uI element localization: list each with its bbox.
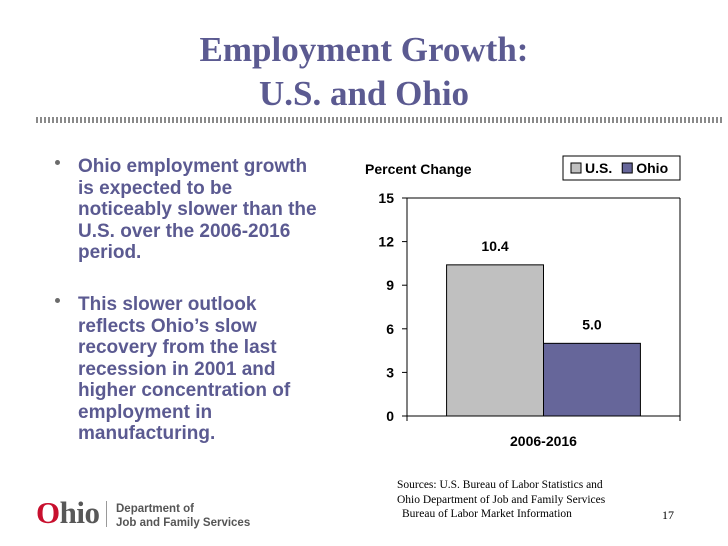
y-tick-label: 6 bbox=[386, 321, 394, 337]
legend-swatch bbox=[621, 162, 633, 174]
chart-legend: U.S. Ohio bbox=[562, 155, 681, 181]
data-label: 5.0 bbox=[582, 316, 602, 332]
bullet-icon bbox=[55, 298, 60, 303]
logo-wordmark-rest: hio bbox=[59, 495, 100, 530]
bullet-icon bbox=[55, 160, 60, 165]
logo-divider bbox=[106, 501, 107, 527]
y-tick-label: 12 bbox=[378, 234, 394, 250]
data-label: 10.4 bbox=[481, 238, 508, 254]
bullet-text-1: Ohio employment growth is expected to be… bbox=[78, 156, 317, 263]
source-line-1: Sources: U.S. Bureau of Labor Statistics… bbox=[397, 479, 603, 491]
legend-box bbox=[562, 155, 681, 181]
y-axis-label: Percent Change bbox=[365, 161, 472, 177]
bar-us bbox=[446, 264, 544, 417]
source-line-2: Ohio Department of Job and Family Servic… bbox=[397, 493, 606, 506]
y-tick-label: 15 bbox=[378, 190, 394, 206]
bar-ohio bbox=[543, 342, 641, 417]
y-tick-label: 0 bbox=[386, 408, 394, 424]
plot-area: 0 3 6 9 12 15 10.4 5.0 2006-2016 bbox=[378, 190, 681, 449]
y-tick-label: 3 bbox=[386, 364, 394, 380]
source-line-3: Bureau of Labor Market Information bbox=[402, 508, 572, 520]
sources-note: Sources: U.S. Bureau of Labor Statistics… bbox=[397, 478, 605, 522]
department-name: Department of Job and Family Services bbox=[116, 502, 250, 530]
department-line-2: Job and Family Services bbox=[116, 517, 251, 529]
ohio-logo: Ohio bbox=[36, 495, 100, 530]
bullet-text-2: This slower outlook reflects Ohio’s slow… bbox=[78, 294, 291, 444]
logo-wordmark-o: O bbox=[36, 495, 60, 530]
legend-swatch bbox=[570, 162, 582, 174]
x-category-label: 2006-2016 bbox=[510, 433, 577, 449]
slide-title-line2: U.S. and Ohio bbox=[258, 74, 470, 113]
y-tick-label: 9 bbox=[386, 277, 394, 293]
legend-label: Ohio bbox=[636, 160, 668, 176]
legend-label: U.S. bbox=[585, 160, 612, 176]
page-number: 17 bbox=[662, 508, 674, 522]
slide-title-line1: Employment Growth: bbox=[199, 30, 529, 69]
title-divider bbox=[36, 117, 722, 123]
department-line-1: Department of bbox=[116, 503, 194, 515]
